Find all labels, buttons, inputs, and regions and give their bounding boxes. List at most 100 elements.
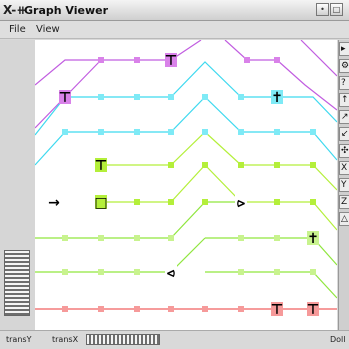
graph-node[interactable] [168,306,174,312]
help-icon[interactable]: ? [339,76,349,90]
maximize-button[interactable]: □ [330,3,343,16]
window-title: Graph Viewer [24,4,109,17]
graph-node[interactable] [238,235,244,241]
graph-node[interactable] [98,235,104,241]
graph-canvas[interactable]: ⊤ ⊤ ✝ ⊤ → □ ⪧ ✝ ⪦ ⊤ ⊤ [34,39,338,330]
diagonal-down-icon[interactable]: ↙ [339,127,349,141]
tool-palette: ▸ ⚙? ↑ ↗ ↙ ✣ X Y Z △ [338,40,349,330]
graph-edge [101,131,338,191]
menu-file[interactable]: File [9,24,26,35]
left-panel [0,40,35,330]
graph-marker-glyph: □ [94,195,107,211]
dolly-label: Doll [330,335,346,344]
graph-node[interactable] [134,269,140,275]
graph-node[interactable] [274,129,280,135]
graph-node[interactable] [238,94,244,100]
graph-marker-glyph: ✝ [307,231,319,247]
graph-node[interactable] [168,235,174,241]
graph-node[interactable] [98,57,104,63]
trans-x-thumbwheel[interactable] [86,334,160,345]
graph-edge [35,237,206,273]
graph-node[interactable] [274,269,280,275]
graph-marker-box[interactable] [95,195,107,209]
graph-marker-box[interactable] [165,53,177,67]
graph-marker-glyph: ⊤ [95,158,108,174]
graph-marker-glyph: ⊤ [165,53,178,69]
graph-marker-box[interactable] [95,158,107,172]
graph-node[interactable] [134,129,140,135]
graph-node[interactable] [62,269,68,275]
graph-node[interactable] [62,129,68,135]
graph-edge [35,201,241,239]
graph-node[interactable] [274,57,280,63]
graph-node[interactable] [134,94,140,100]
transform-icon[interactable]: ⚙ [339,59,349,73]
graph-marker-glyph: ⊤ [271,302,284,318]
graph-edge [205,271,338,299]
menu-view[interactable]: View [36,24,60,35]
graph-node[interactable] [98,269,104,275]
y-tool-icon[interactable]: Y [339,178,349,192]
graph-node[interactable] [62,235,68,241]
graph-node[interactable] [274,235,280,241]
status-bar: transY transX Doll [0,330,349,349]
graph-marker-box[interactable] [307,231,319,245]
graph-node[interactable] [238,306,244,312]
graph-marker-glyph: ⊤ [307,302,320,318]
graph-drawing: ⊤ ⊤ ✝ ⊤ → □ ⪧ ✝ ⪦ ⊤ ⊤ [34,39,338,318]
trans-x-label: transX [52,335,79,344]
graph-node[interactable] [274,162,280,168]
triangle-icon[interactable]: △ [339,212,349,226]
graph-node[interactable] [98,129,104,135]
graph-node[interactable] [134,306,140,312]
graph-node[interactable] [310,269,316,275]
graph-node[interactable] [168,129,174,135]
cross-arrows-icon[interactable]: ✣ [339,144,349,158]
graph-marker-glyph: ⪦ [167,265,175,281]
iconify-button[interactable]: • [316,3,329,16]
up-icon[interactable]: ↑ [339,93,349,107]
graph-node[interactable] [168,199,174,205]
graph-node[interactable] [98,306,104,312]
graph-node[interactable] [134,199,140,205]
graph-node[interactable] [310,199,316,205]
graph-node[interactable] [168,94,174,100]
graph-edge [34,61,338,136]
graph-marker-box[interactable] [307,302,319,316]
graph-marker-glyph: ✝ [271,90,283,106]
trans-y-thumbwheel[interactable] [4,250,30,316]
x-tool-icon[interactable]: X [339,161,349,175]
graph-marker-box[interactable] [271,302,283,316]
graph-node[interactable] [202,162,208,168]
trans-y-label: transY [6,335,32,344]
graph-marker-box[interactable] [59,90,71,104]
graph-node[interactable] [238,162,244,168]
graph-node[interactable] [310,129,316,135]
graph-node[interactable] [202,199,208,205]
graph-node[interactable] [202,129,208,135]
graph-node[interactable] [238,269,244,275]
z-tool-icon[interactable]: Z [339,195,349,209]
graph-edge [300,39,338,77]
graph-edge [34,96,338,166]
graph-node[interactable] [244,57,250,63]
title-bar: X-⧺ Graph Viewer • □ [0,0,349,21]
graph-node[interactable] [62,306,68,312]
graph-marker-box[interactable] [235,195,247,209]
graph-marker-box[interactable] [165,265,177,279]
graph-node[interactable] [134,235,140,241]
pointer-icon[interactable]: ▸ [339,42,349,56]
graph-marker-box[interactable] [271,90,283,104]
graph-node[interactable] [238,129,244,135]
graph-marker-glyph: ⪧ [237,195,245,211]
graph-node[interactable] [98,94,104,100]
graph-marker-glyph: ⊤ [59,90,72,106]
graph-node[interactable] [274,199,280,205]
diagonal-up-icon[interactable]: ↗ [339,110,349,124]
graph-node[interactable] [134,57,140,63]
graph-marker-box[interactable] [48,195,60,209]
graph-node[interactable] [202,94,208,100]
graph-node[interactable] [310,162,316,168]
graph-node[interactable] [202,306,208,312]
graph-node[interactable] [168,162,174,168]
